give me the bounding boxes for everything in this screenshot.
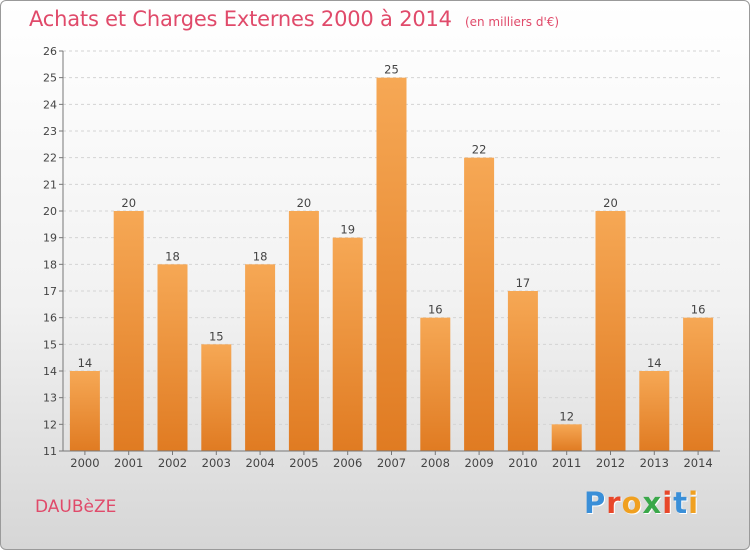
bar-value-label: 18 (165, 249, 180, 263)
x-tick-label: 2014 (683, 456, 712, 470)
bar-value-label: 17 (516, 276, 531, 290)
x-tick-label: 2007 (377, 456, 406, 470)
bar-value-label: 20 (121, 196, 136, 210)
bar-value-label: 20 (603, 196, 618, 210)
logo-letter: x (642, 486, 663, 520)
y-tick-label: 15 (43, 338, 57, 351)
x-tick-label: 2012 (596, 456, 625, 470)
y-tick-label: 26 (43, 45, 57, 58)
logo-letter: i (662, 486, 674, 520)
bar (551, 424, 582, 451)
bar-value-label: 16 (428, 303, 443, 317)
y-tick-label: 11 (43, 445, 57, 458)
axis-layer: 11 12 13 14 15 16 17 18 19 20 21 22 23 24 25 26 2000 2001… (43, 45, 720, 470)
y-tick-label: 22 (43, 152, 57, 165)
x-tick-label: 2005 (289, 456, 318, 470)
y-tick-label: 18 (43, 258, 57, 271)
logo-letter: o (621, 486, 643, 520)
x-tick-label: 2010 (508, 456, 537, 470)
bar (157, 264, 188, 451)
bar-value-label: 14 (647, 356, 662, 370)
proxiti-logo[interactable]: Proxiti (584, 486, 699, 520)
chart-subtitle: (en milliers d'€) (464, 15, 560, 29)
bar (683, 317, 714, 451)
y-tick-label: 19 (43, 232, 57, 245)
bar (464, 157, 495, 451)
chart-title: Achats et Charges Externes 2000 à 2014 (29, 7, 452, 31)
bar-value-label: 14 (78, 356, 93, 370)
bar (245, 264, 276, 451)
y-tick-label: 21 (43, 178, 57, 191)
logo-letter: i (688, 486, 700, 520)
x-tick-label: 2009 (464, 456, 493, 470)
x-tick-label: 2008 (421, 456, 450, 470)
bar-value-label: 12 (559, 409, 574, 423)
bar-value-label: 16 (691, 303, 706, 317)
bar (113, 211, 144, 451)
title-row: Achats et Charges Externes 2000 à 2014 (… (29, 7, 559, 31)
logo-letter: P (584, 486, 607, 520)
bar (420, 317, 451, 451)
bar-value-label: 19 (340, 223, 355, 237)
bar-value-label: 22 (472, 143, 487, 157)
bar-value-label: 15 (209, 329, 224, 343)
x-tick-label: 2013 (640, 456, 669, 470)
x-tick-label: 2002 (158, 456, 187, 470)
y-tick-label: 24 (43, 98, 57, 111)
bar (507, 291, 538, 451)
y-tick-label: 13 (43, 392, 57, 405)
bar (201, 344, 232, 451)
bar-value-label: 25 (384, 63, 399, 77)
x-tick-label: 2004 (245, 456, 274, 470)
logo-letter: r (606, 486, 622, 520)
bar (639, 371, 670, 451)
commune-name: DAUBèZE (35, 497, 117, 517)
bar (595, 211, 626, 451)
logo-letter: t (673, 486, 689, 520)
bar-value-label: 18 (253, 249, 268, 263)
bar (69, 371, 100, 451)
bars-layer: 14 20 18 15 18 20 19 25 16 22 17 12 20 14 16 (69, 63, 714, 452)
bar (288, 211, 319, 451)
bar-value-label: 20 (297, 196, 312, 210)
x-tick-label: 2001 (114, 456, 143, 470)
y-tick-label: 14 (43, 365, 57, 378)
y-tick-label: 25 (43, 72, 57, 85)
y-tick-label: 16 (43, 312, 57, 325)
x-tick-label: 2000 (70, 456, 99, 470)
x-tick-label: 2011 (552, 456, 581, 470)
y-tick-label: 20 (43, 205, 57, 218)
bar (376, 77, 407, 452)
y-tick-label: 23 (43, 125, 57, 138)
y-tick-label: 12 (43, 418, 57, 431)
x-tick-label: 2003 (202, 456, 231, 470)
x-tick-label: 2006 (333, 456, 362, 470)
y-tick-label: 17 (43, 285, 57, 298)
bar (332, 237, 363, 451)
